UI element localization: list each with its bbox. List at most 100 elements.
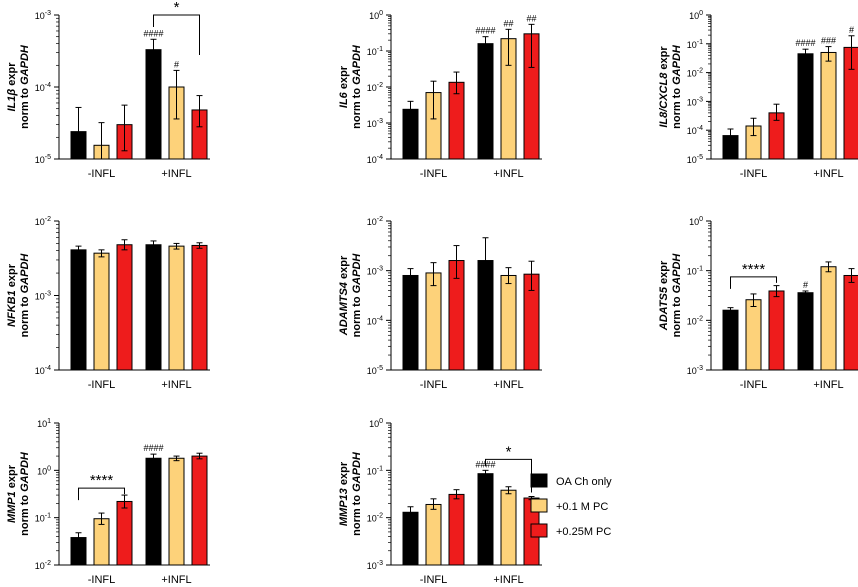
- y-axis-label: IL1β expr: [6, 62, 18, 112]
- x-category-label: +INFL: [493, 574, 523, 586]
- y-tick-label: 10-1: [367, 465, 383, 476]
- bar: [191, 244, 208, 371]
- y-axis-label-line2: norm to GAPDH: [351, 253, 363, 338]
- bar: [145, 49, 162, 160]
- y-axis-label-line2: norm to GAPDH: [671, 44, 683, 129]
- chart-panel-3: 10-5 10-4 10-3 10-2 10-1 100 IL8/CXCL8 exprnor…: [658, 10, 858, 180]
- y-tick-label: 10-2: [367, 82, 383, 93]
- legend-swatch: [530, 523, 548, 538]
- legend-label: OA Ch only: [556, 476, 612, 488]
- y-tick-label: 10-4: [367, 154, 383, 165]
- bar: [448, 493, 465, 566]
- bar: [768, 290, 785, 371]
- x-category-label: +INFL: [493, 168, 523, 180]
- bar: [145, 457, 162, 566]
- bar: [70, 249, 87, 371]
- significance-label: #: [803, 280, 808, 290]
- y-tick-label: 10-2: [687, 315, 703, 326]
- y-axis-label: IL6 expr: [338, 65, 350, 108]
- y-axis-label: MMP13 expr: [338, 461, 350, 526]
- y-axis-label-line2: norm to GAPDH: [351, 44, 363, 129]
- bar: [168, 457, 185, 566]
- x-category-label: -INFL: [420, 574, 448, 586]
- significance-label: ###: [821, 36, 836, 46]
- y-tick-label: 10-1: [687, 39, 703, 50]
- x-category-label: +INFL: [813, 379, 843, 391]
- bar: [477, 473, 494, 566]
- bar: [500, 274, 517, 371]
- significance-label: #: [174, 59, 179, 69]
- significance-label: ####: [143, 28, 163, 38]
- y-tick-label: 100: [369, 418, 383, 429]
- y-tick-label: 10-1: [35, 513, 51, 524]
- bar: [93, 252, 110, 371]
- y-axis-label-line2: norm to GAPDH: [19, 44, 31, 129]
- y-tick-label: 10-3: [367, 266, 383, 277]
- bar: [477, 43, 494, 160]
- bar: [745, 299, 762, 371]
- x-category-label: +INFL: [161, 379, 191, 391]
- y-tick-label: 100: [689, 216, 703, 227]
- x-category-label: -INFL: [740, 379, 768, 391]
- bracket-label: ****: [90, 472, 114, 489]
- y-axis-label-line2: norm to GAPDH: [19, 451, 31, 536]
- y-tick-label: 10-2: [35, 560, 51, 571]
- y-tick-label: 10-4: [35, 365, 51, 376]
- y-tick-label: 101: [37, 418, 51, 429]
- bar: [797, 53, 814, 160]
- significance-label: ####: [475, 26, 495, 36]
- y-axis-label: ADATS5 expr: [658, 260, 670, 331]
- y-axis-label: IL8/CXCL8 expr: [658, 46, 670, 128]
- legend-swatch: [530, 473, 548, 488]
- significance-bracket: [78, 487, 125, 501]
- x-category-label: -INFL: [420, 168, 448, 180]
- bar: [116, 244, 133, 371]
- y-axis-label-line2: norm to GAPDH: [19, 253, 31, 338]
- legend-swatch: [530, 498, 548, 513]
- y-tick-label: 10-4: [35, 82, 51, 93]
- y-tick-label: 10-5: [687, 154, 703, 165]
- y-tick-label: 10-3: [687, 365, 703, 376]
- y-tick-label: 10-4: [687, 125, 703, 136]
- x-category-label: +INFL: [493, 379, 523, 391]
- y-tick-label: 10-1: [687, 266, 703, 277]
- y-tick-label: 10-2: [367, 216, 383, 227]
- x-category-label: +INFL: [161, 168, 191, 180]
- y-tick-label: 100: [37, 465, 51, 476]
- significance-label: ####: [143, 443, 163, 453]
- y-tick-label: 10-4: [367, 315, 383, 326]
- x-category-label: -INFL: [88, 574, 116, 586]
- y-axis-label-line2: norm to GAPDH: [351, 451, 363, 536]
- bar: [145, 244, 162, 371]
- y-tick-label: 10-1: [367, 46, 383, 57]
- legend-label: +0.25M PC: [556, 526, 611, 538]
- y-tick-label: 10-3: [367, 118, 383, 129]
- bar: [168, 245, 185, 371]
- x-category-label: +INFL: [161, 574, 191, 586]
- y-axis-label: NFKB1 expr: [6, 263, 18, 327]
- bar: [402, 511, 419, 566]
- legend: OA Ch only +0.1 M PC +0.25M PC: [530, 473, 612, 538]
- significance-label: ##: [526, 13, 536, 23]
- significance-label: ##: [503, 18, 513, 28]
- bar: [820, 266, 837, 371]
- y-tick-label: 10-5: [367, 365, 383, 376]
- y-tick-label: 10-3: [35, 10, 51, 21]
- y-axis-label: MMP1 expr: [6, 464, 18, 523]
- significance-bracket: [153, 14, 200, 55]
- y-tick-label: 10-2: [35, 216, 51, 227]
- bracket-label: *: [174, 0, 180, 16]
- bar: [843, 274, 858, 371]
- y-tick-label: 10-5: [35, 154, 51, 165]
- x-category-label: -INFL: [420, 379, 448, 391]
- bar: [116, 500, 133, 566]
- bar: [425, 503, 442, 566]
- y-tick-label: 10-2: [367, 513, 383, 524]
- legend-label: +0.1 M PC: [556, 501, 608, 513]
